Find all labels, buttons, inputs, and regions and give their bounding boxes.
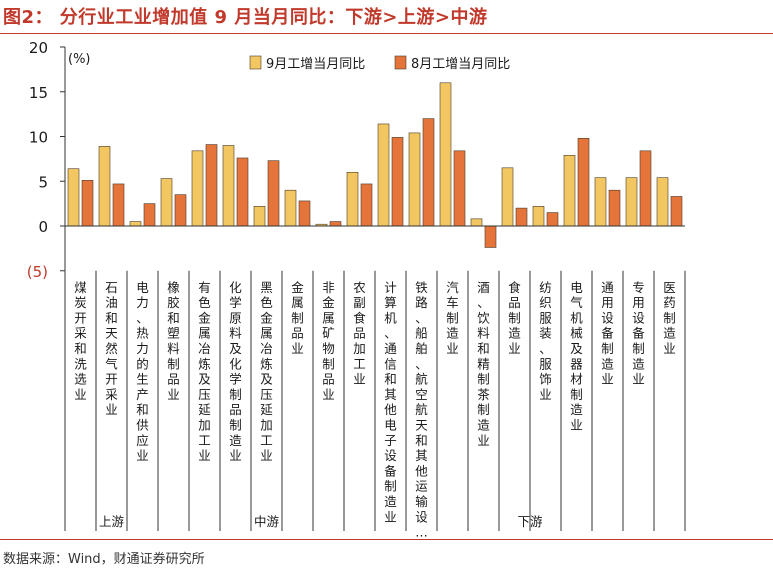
category-label: 酒、饮料和精制茶制造业 (477, 280, 490, 448)
y-tick-label: 5 (38, 173, 48, 191)
bar-aug (670, 196, 683, 227)
bar-sep (377, 123, 390, 227)
bar-sep (501, 167, 514, 227)
y-tick-label: (5) (27, 263, 48, 281)
bar-sep (98, 146, 111, 227)
title-divider (0, 33, 773, 34)
bar-aug (360, 183, 373, 227)
category-label: 医药制造业 (663, 280, 676, 356)
group-labels-layer: 上游 中游 下游 (99, 514, 543, 529)
category-label: 煤炭开采和洗选业 (74, 280, 87, 402)
category-label: 通用设备制造业 (601, 280, 614, 387)
category-label: 石油和天然气开采业 (105, 280, 118, 417)
category-labels-layer: 煤炭开采和洗选业 石油和天然气开采业 电力、热力的生产和供应业 橡胶和塑料制品业 有色金… (64, 270, 686, 539)
bar-sep (284, 189, 297, 227)
legend-label: 8月工增当月同比 (411, 57, 510, 72)
bar-sep (656, 177, 669, 227)
bar-aug (236, 157, 249, 227)
category-label: 黑色金属冶炼及压延加工业 (260, 280, 273, 463)
y-tick-label: 20 (29, 39, 48, 57)
bar-chart: 20 15 10 5 0 (5) (%) 煤炭开采和洗选业 石油和天然气开采业 电力、热力的生产… (27, 39, 686, 539)
bar-sep (439, 82, 452, 227)
bar-sep (191, 150, 204, 227)
category-label: 金属制品业 (291, 280, 304, 356)
page-title: 图2： 分行业工业增加值 9 月当月同比：下游>上游>中游 (3, 7, 488, 28)
bar-aug (174, 194, 187, 227)
bar-aug (515, 207, 528, 227)
bar-sep (532, 206, 545, 227)
category-label: 有色金属冶炼及压延加工业 (198, 280, 211, 463)
group-label: 下游 (517, 514, 543, 529)
y-tick-label: 10 (29, 129, 48, 147)
legend-swatch (394, 55, 407, 70)
bar-sep (222, 145, 235, 227)
bar-sep (470, 218, 483, 227)
bar-aug (546, 212, 559, 227)
legend-swatch (249, 55, 262, 70)
group-label: 上游 (99, 514, 125, 529)
bar-aug (391, 137, 404, 227)
bar-sep (408, 132, 421, 227)
category-label: 化学原料及化学制品制造业 (229, 280, 242, 463)
category-label: 汽车制造业 (446, 280, 459, 356)
bar-sep (563, 154, 576, 227)
category-label: 橡胶和塑料制品业 (167, 280, 180, 402)
legend-label: 9月工增当月同比 (266, 57, 365, 72)
category-label: 计算机、通信和其他电子设备制造业 (384, 280, 397, 525)
bar-aug (484, 225, 497, 248)
y-ticks-layer: 20 15 10 5 0 (5) (%) (27, 39, 91, 281)
bar-aug (422, 118, 435, 227)
bar-sep (625, 177, 638, 227)
axes-layer (64, 47, 685, 271)
bar-aug (267, 160, 280, 227)
bar-sep (253, 206, 266, 227)
legend: 9月工增当月同比 8月工增当月同比 (249, 55, 510, 72)
group-label: 中游 (254, 514, 280, 529)
bar-aug (298, 200, 311, 227)
source-note: 数据来源：Wind，财通证券研究所 (3, 552, 205, 567)
bar-aug (577, 137, 590, 227)
bar-aug (81, 180, 94, 227)
bar-aug (112, 183, 125, 227)
category-label: 铁路、船舶、航空航天和其他运输设… (415, 280, 428, 539)
bar-aug (329, 221, 342, 227)
bar-sep (594, 177, 607, 227)
bar-aug (205, 144, 218, 227)
bar-sep (129, 221, 142, 227)
source-divider (0, 539, 773, 540)
bar-sep (346, 172, 359, 227)
bars-layer (67, 82, 683, 248)
category-label: 食品制造业 (508, 280, 521, 356)
bar-sep (160, 178, 173, 227)
y-tick-label: 0 (38, 218, 48, 236)
bar-aug (639, 150, 652, 227)
bar-aug (453, 150, 466, 227)
category-label: 农副食品加工业 (353, 280, 366, 387)
category-label: 纺织服装、服饰业 (539, 280, 552, 402)
bar-aug (143, 203, 156, 227)
y-unit-label: (%) (68, 52, 91, 67)
y-tick-label: 15 (29, 84, 48, 102)
category-label: 非金属矿物制品业 (322, 280, 335, 402)
category-label: 电气机械及器材制造业 (570, 280, 583, 433)
bar-aug (608, 189, 621, 227)
category-label: 专用设备制造业 (632, 280, 645, 387)
category-label: 电力、热力的生产和供应业 (136, 280, 149, 463)
bar-sep (67, 168, 80, 227)
